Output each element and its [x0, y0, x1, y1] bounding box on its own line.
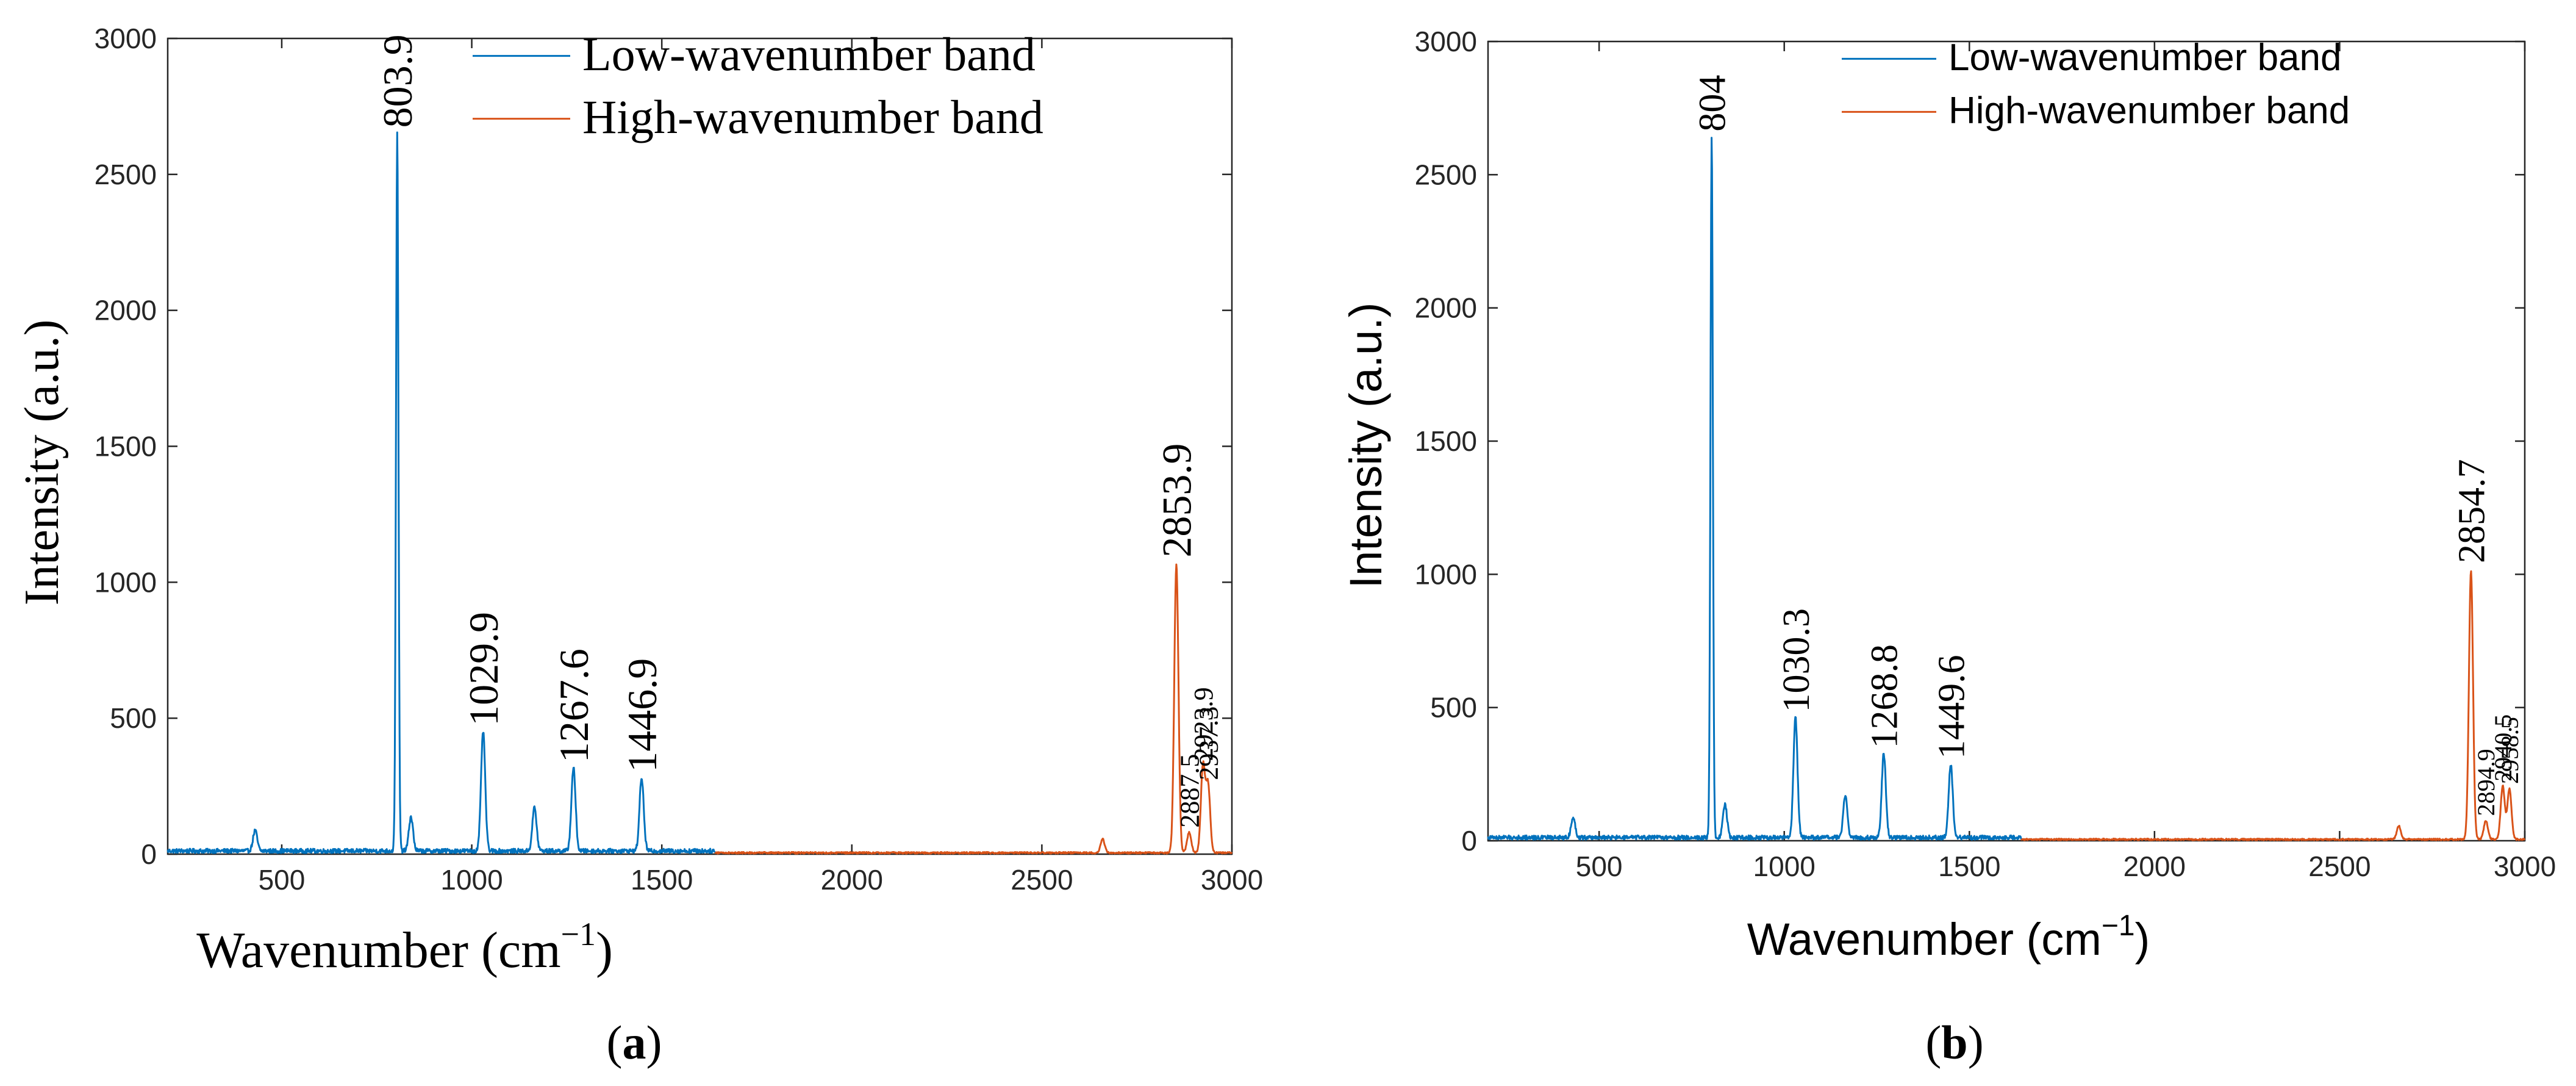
peak-label: 2854.7 [2452, 459, 2493, 564]
y-tick-label: 1000 [95, 566, 157, 598]
peak-label: 2937.3 [1193, 707, 1223, 780]
peak-label: 1449.6 [1931, 655, 1972, 759]
ylabel-a: Intensity (a.u.) [15, 320, 69, 606]
x-tick-label: 2500 [1011, 864, 1073, 896]
chart-panel-b: 500 1000 1500 2000 2500 3000 0 500 1000 1500 2000 2… [1340, 26, 2556, 1069]
y-tick-label: 500 [1430, 692, 1477, 724]
series-line-low-wavenumber [166, 131, 716, 854]
x-tick-label: 500 [259, 864, 306, 896]
x-tick-label: 1500 [631, 864, 693, 896]
x-tick-label: 1000 [440, 864, 503, 896]
legend-label: Low-wavenumber band [582, 27, 1036, 81]
peak-label: 2958.5 [2496, 717, 2524, 784]
y-tick-label: 2500 [95, 159, 157, 190]
legend-label: High-wavenumber band [582, 90, 1043, 143]
x-tick-label: 1500 [1938, 850, 2000, 882]
ylabel-b: Intensity (a.u.) [1340, 303, 1391, 589]
peak-label: 803.9 [374, 34, 421, 128]
peak-label: 2923.9 [1189, 687, 1218, 761]
peak-label: 804 [1692, 75, 1733, 132]
peak-label: 2887.5 [1175, 754, 1204, 828]
plot-area-a: 500 1000 1500 2000 2500 3000 0 500 1000 1500 2000 2… [95, 23, 1264, 896]
plot-area-b: 500 1000 1500 2000 2500 3000 0 500 1000 1500 2000 2… [1415, 26, 2556, 882]
panel-label-b: (b) [1925, 1016, 1983, 1069]
peak-label: 1030.3 [1776, 608, 1817, 713]
y-tick-label: 500 [110, 702, 157, 734]
x-tick-label: 1000 [1753, 850, 1816, 882]
xlabel-a: Wavenumber (cm−1) [196, 916, 613, 979]
y-tick-label: 3000 [1415, 26, 1477, 57]
x-tick-label: 2000 [821, 864, 883, 896]
y-tick-label: 1000 [1415, 558, 1477, 590]
y-tick-label: 0 [1461, 825, 1477, 857]
peak-label: 2894.9 [2472, 749, 2500, 816]
peak-label: 2940.5 [2489, 714, 2517, 782]
series-line-low-wavenumber [1487, 137, 2022, 841]
x-tick-label: 2000 [2123, 850, 2186, 882]
xlabel-b: Wavenumber (cm−1) [1747, 910, 2150, 965]
y-tick-label: 2000 [95, 295, 157, 326]
y-tick-label: 2500 [1415, 159, 1477, 190]
y-tick-label: 0 [141, 838, 157, 870]
peak-label: 1268.8 [1864, 644, 1906, 749]
y-tick-label: 3000 [95, 23, 157, 54]
x-tick-label: 3000 [2494, 850, 2556, 882]
series-line-high-wavenumber [2020, 570, 2526, 841]
legend-label: High-wavenumber band [1948, 90, 2350, 132]
peak-label: 1267.6 [551, 649, 597, 763]
panel-label-a: (a) [607, 1016, 662, 1069]
peak-label: 2853.9 [1154, 444, 1200, 558]
legend-label: Low-wavenumber band [1948, 37, 2342, 79]
y-tick-label: 1500 [95, 431, 157, 462]
peak-label: 1029.9 [460, 612, 507, 726]
y-tick-label: 2000 [1415, 292, 1477, 324]
peak-label: 1446.9 [619, 658, 665, 772]
x-tick-label: 2500 [2308, 850, 2370, 882]
x-tick-label: 3000 [1201, 864, 1263, 896]
series-line-high-wavenumber [714, 563, 1233, 855]
y-tick-label: 1500 [1415, 425, 1477, 457]
x-tick-label: 500 [1576, 850, 1623, 882]
chart-panel-a: 500 1000 1500 2000 2500 3000 0 500 1000 1500 2000 2… [15, 23, 1263, 1069]
